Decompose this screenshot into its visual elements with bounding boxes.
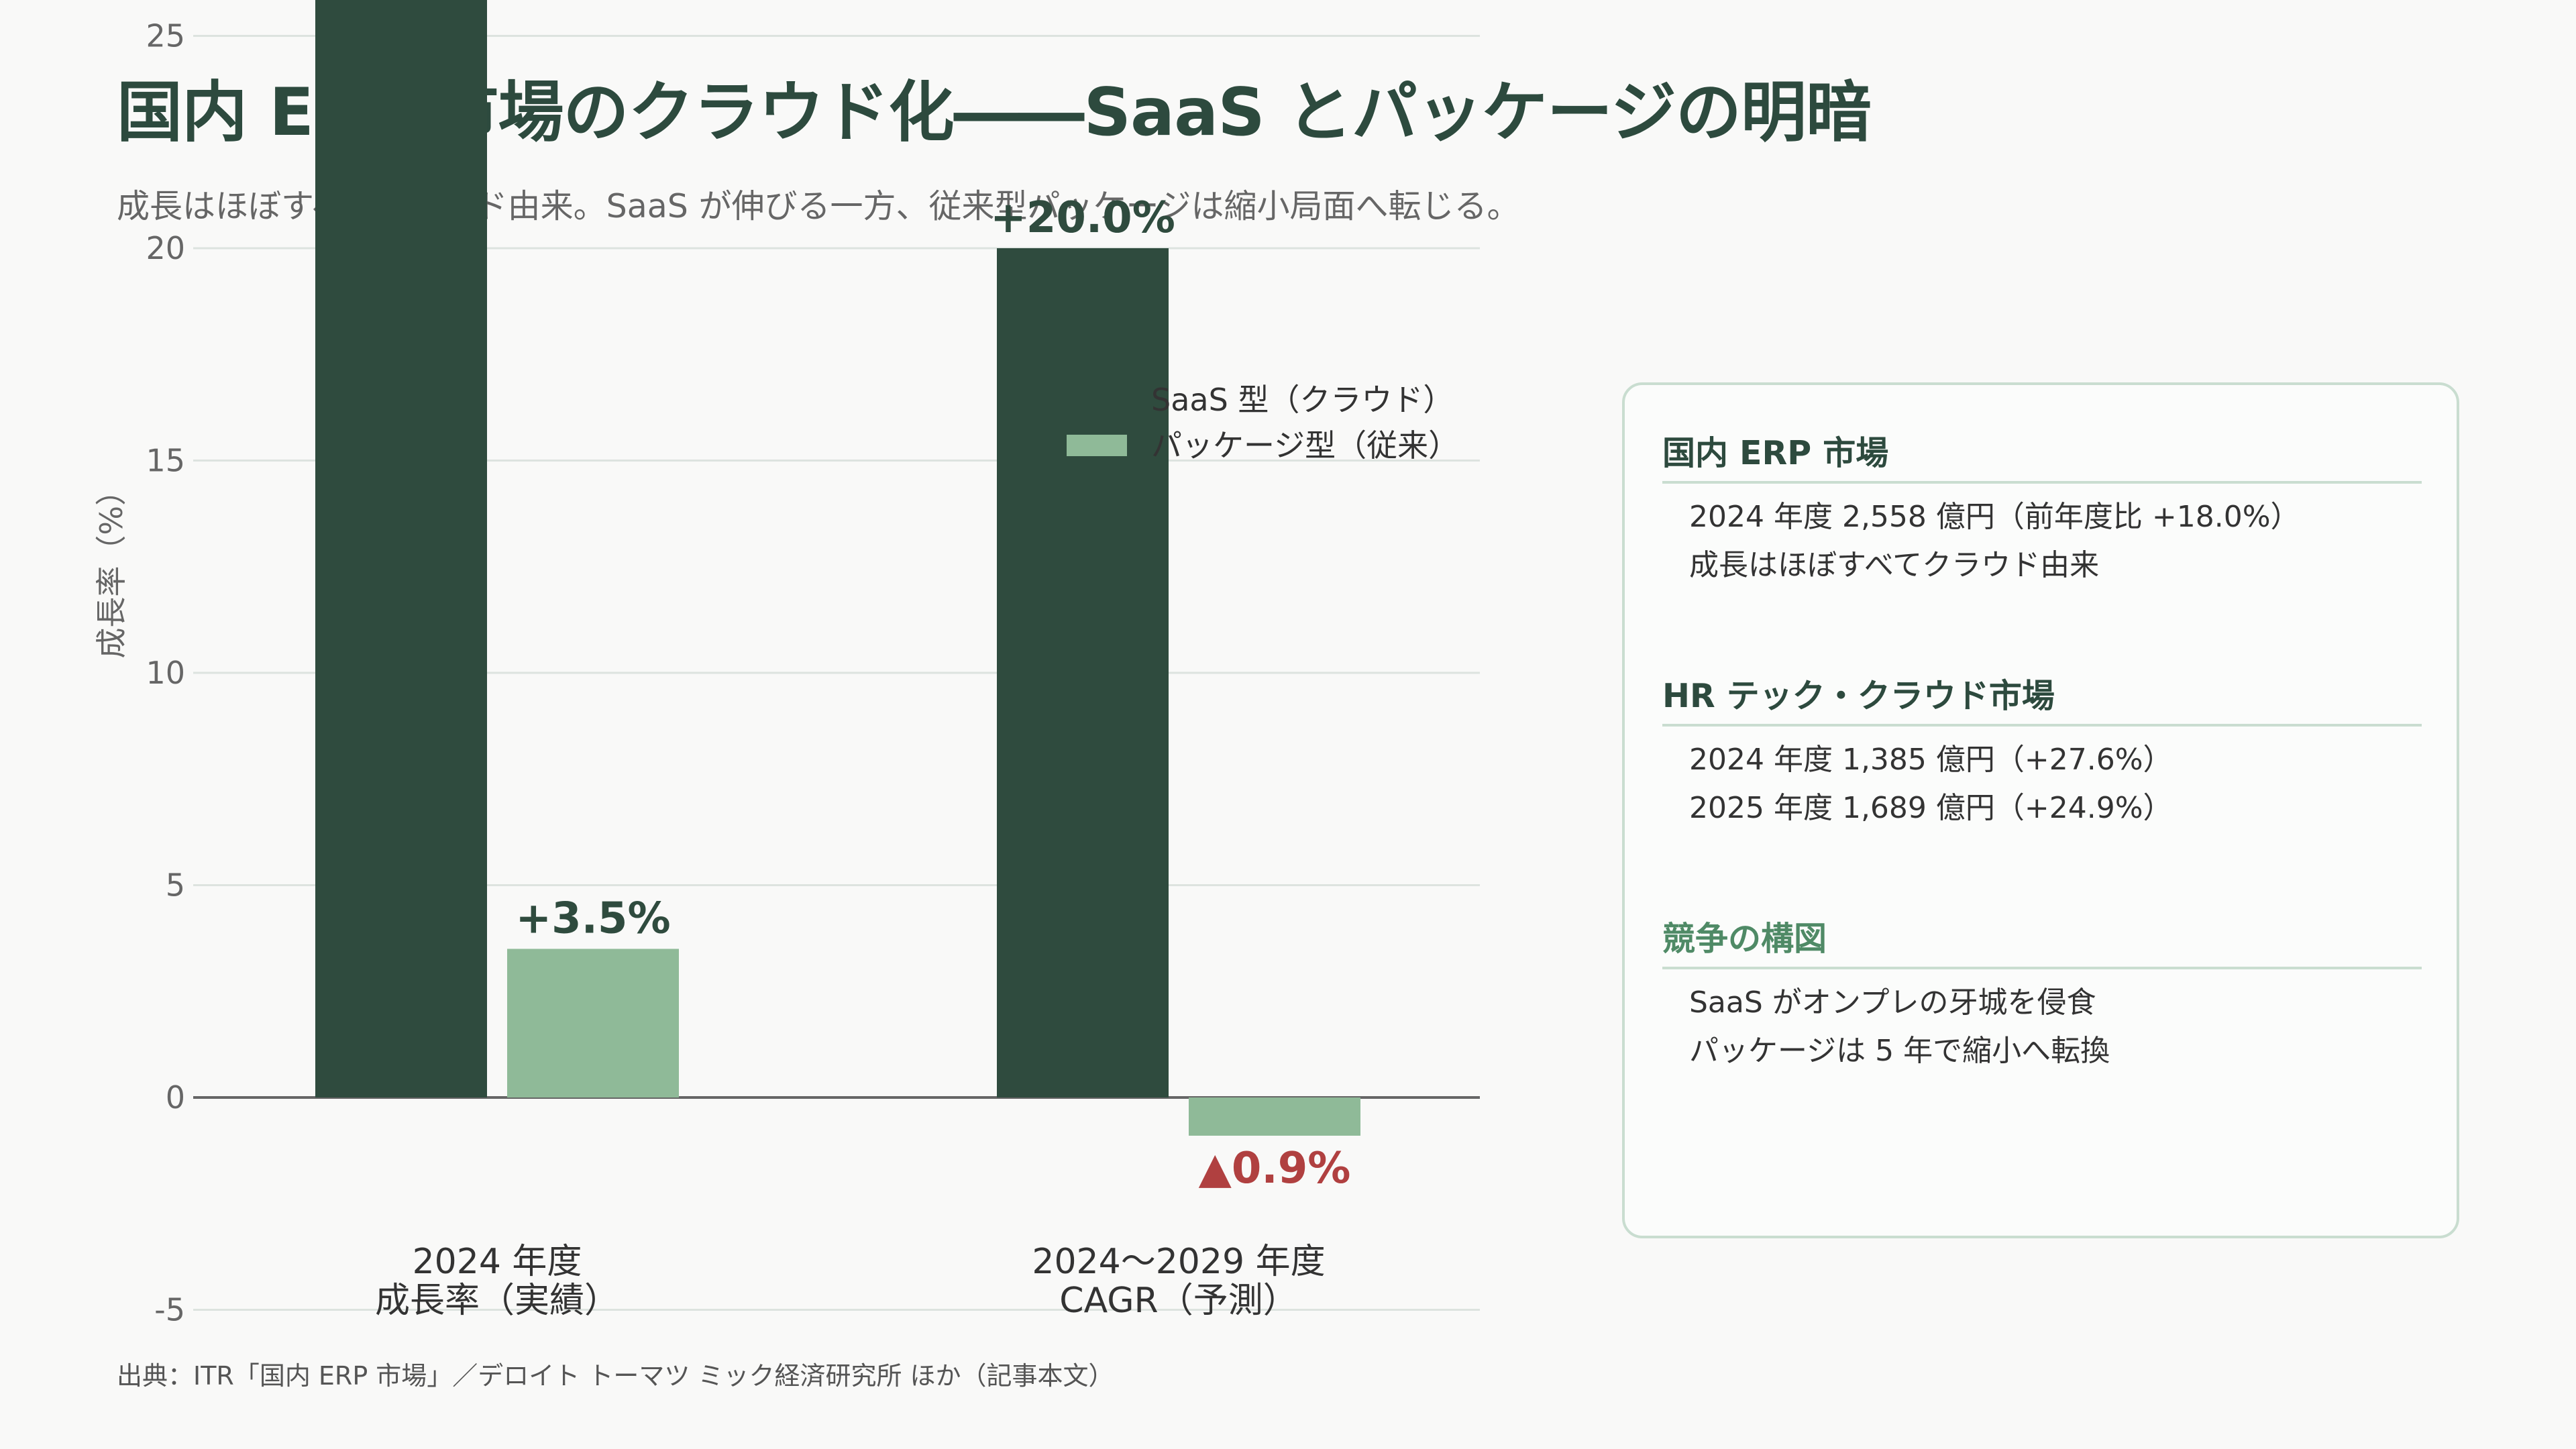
panel-line: 成長はほぼすべてクラウド由来 xyxy=(1689,548,2100,582)
panel-heading-hrtech: HR テック・クラウド市場 xyxy=(1662,669,2422,727)
y-tick-label: 10 xyxy=(146,655,185,691)
panel-heading-competition: 競争の構図 xyxy=(1662,912,2422,969)
x-category-label: 成長率（実績） xyxy=(375,1281,619,1321)
panel-section-erp: 国内 ERP 市場 2024 年度 2,558 億円（前年度比 +18.0%） … xyxy=(1662,427,2422,590)
y-tick-label: 0 xyxy=(166,1079,185,1116)
growth-bar-chart: 302520151050-5成長率（%）+28.2%+20.0%+3.5%▲0.… xyxy=(93,0,1480,1328)
legend-label: パッケージ型（従来） xyxy=(1151,427,1459,464)
bar-saas xyxy=(315,0,487,1098)
y-tick-label: 5 xyxy=(166,867,185,904)
panel-line: 2024 年度 2,558 億円（前年度比 +18.0%） xyxy=(1689,500,2300,534)
summary-panel: 国内 ERP 市場 2024 年度 2,558 億円（前年度比 +18.0%） … xyxy=(1622,382,2459,1238)
panel-heading-erp: 国内 ERP 市場 xyxy=(1662,427,2422,484)
data-label: +20.0% xyxy=(990,193,1175,243)
bar-saas xyxy=(997,248,1169,1097)
legend-swatch xyxy=(1067,435,1127,456)
y-tick-label: 20 xyxy=(146,230,185,266)
panel-section-hrtech: HR テック・クラウド市場 2024 年度 1,385 億円（+27.6%） 2… xyxy=(1662,669,2422,833)
panel-section-competition: 競争の構図 SaaS がオンプレの牙城を侵食 パッケージは 5 年で縮小へ転換 xyxy=(1662,912,2422,1075)
bar-package xyxy=(507,949,679,1097)
source-note: 出典：ITR「国内 ERP 市場」／デロイト トーマツ ミック経済研究所 ほか（… xyxy=(117,1361,1114,1391)
y-tick-label: 15 xyxy=(146,443,185,479)
panel-line: SaaS がオンプレの牙城を侵食 xyxy=(1689,985,2096,1020)
panel-line: 2024 年度 1,385 億円（+27.6%） xyxy=(1689,743,2173,777)
y-axis-label: 成長率（%） xyxy=(93,475,129,659)
x-category-label: 2024 年度 xyxy=(413,1242,582,1282)
y-tick-label: 25 xyxy=(146,18,185,54)
data-label: +3.5% xyxy=(515,894,670,943)
data-label: ▲0.9% xyxy=(1199,1144,1351,1193)
y-tick-label: -5 xyxy=(154,1292,185,1328)
panel-line: パッケージは 5 年で縮小へ転換 xyxy=(1689,1034,2110,1068)
x-category-label: CAGR（予測） xyxy=(1059,1281,1297,1321)
bar-package xyxy=(1189,1097,1360,1136)
x-category-label: 2024〜2029 年度 xyxy=(1032,1242,1325,1282)
panel-line: 2025 年度 1,689 億円（+24.9%） xyxy=(1689,791,2173,825)
legend-label: SaaS 型（クラウド） xyxy=(1151,382,1454,418)
legend-swatch xyxy=(1067,389,1127,411)
